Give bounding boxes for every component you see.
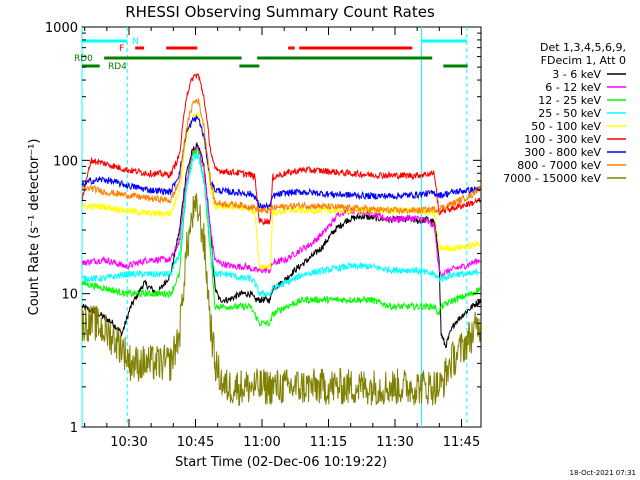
legend-label: 50 - 100 keV (531, 120, 601, 133)
y-tick-label: 10 (61, 288, 78, 303)
x-axis-label: Start Time (02-Dec-06 10:19:22) (175, 455, 387, 470)
axes: 10:30 10:45 11:00 11:15 11:30 11:45 1 10 100 1000 (45, 21, 481, 450)
legend-label: 100 - 300 keV (524, 133, 601, 146)
series-line-5 (81, 73, 481, 226)
x-tick-label: 11:00 (243, 435, 280, 450)
flag-bars: NF RD0 RD4 (74, 37, 468, 72)
timestamp: 18-Oct-2021 07:31 (570, 469, 636, 477)
series-lines (81, 73, 481, 407)
series-line-6 (81, 115, 481, 211)
flag-label-rd4: RD4 (108, 62, 127, 72)
legend-label: 7000 - 15000 keV (503, 172, 601, 185)
flag-label-n: N (132, 37, 139, 47)
x-tick-label: 11:30 (376, 435, 413, 450)
y-axis-label: Count Rate (s⁻¹ detector⁻¹) (27, 139, 42, 316)
series-line-3 (81, 153, 481, 298)
x-tick-label: 11:45 (443, 435, 480, 450)
legend-header-line: FDecim 1, Att 0 (541, 54, 626, 67)
legend: Det 1,3,4,5,6,9,FDecim 1, Att 03 - 6 keV… (503, 41, 626, 185)
x-tick-label: 11:15 (310, 435, 347, 450)
series-line-7 (81, 98, 481, 215)
flag-label-f: F (119, 44, 124, 54)
legend-header-line: Det 1,3,4,5,6,9, (540, 41, 626, 54)
series-line-1 (81, 146, 481, 279)
legend-label: 800 - 7000 keV (517, 159, 601, 172)
series-line-8 (81, 192, 481, 407)
legend-label: 6 - 12 keV (545, 81, 601, 94)
series-line-2 (81, 147, 481, 328)
y-tick-label: 1 (70, 421, 78, 436)
legend-label: 300 - 800 keV (524, 146, 601, 159)
observation-interval-lines (81, 27, 468, 427)
legend-label: 12 - 25 keV (538, 94, 601, 107)
legend-label: 3 - 6 keV (552, 68, 601, 81)
x-tick-label: 10:45 (177, 435, 214, 450)
y-tick-label: 1000 (45, 21, 78, 36)
chart-title: RHESSI Observing Summary Count Rates (125, 3, 435, 21)
y-tick-label: 100 (53, 154, 78, 169)
x-tick-label: 10:30 (110, 435, 147, 450)
flag-label-rd0: RD0 (74, 54, 93, 64)
legend-label: 25 - 50 keV (538, 107, 601, 120)
